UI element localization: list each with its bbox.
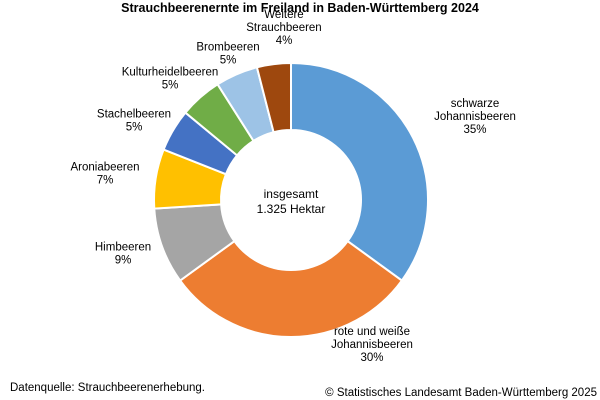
slice-percent: 5% (126, 122, 143, 134)
slice-percent: 5% (162, 80, 179, 92)
slice-label-4: Stachelbeeren 5% (97, 109, 171, 134)
slice-label-7: Weitere Strauchbeeren 4% (246, 9, 321, 47)
slice-name-line: Johannisbeeren (331, 339, 413, 351)
slice-label-1: rote und weiße Johannisbeeren 30% (331, 326, 413, 364)
slice-percent: 35% (463, 124, 486, 136)
center-label-line1: insgesamt (264, 187, 319, 201)
slice-7 (255, 61, 292, 134)
slice-label-5: Kulturheidelbeeren 5% (122, 67, 219, 92)
slice-name-line: Stachelbeeren (97, 109, 171, 121)
slice-1 (178, 239, 404, 338)
slice-percent: 4% (276, 35, 293, 47)
slice-name-line: schwarze (451, 98, 500, 110)
slice-label-2: Himbeeren 9% (95, 242, 151, 267)
center-label-line2: 1.325 Hektar (257, 202, 326, 216)
chart-title: Strauchbeerenernte im Freiland in Baden-… (121, 1, 479, 15)
slice-label-0: schwarze Johannisbeeren 35% (434, 98, 516, 136)
slice-name-line: Strauchbeeren (246, 22, 321, 34)
slice-name-line: Aroniabeeren (70, 162, 139, 174)
slice-percent: 9% (115, 255, 132, 267)
slice-name-line: Himbeeren (95, 242, 151, 254)
slice-0 (290, 61, 429, 282)
slice-name-line: Johannisbeeren (434, 111, 516, 123)
slice-labels: schwarze Johannisbeeren 35%rote und weiße J… (70, 9, 515, 364)
slice-name-line: Brombeeren (196, 42, 259, 54)
source-note: Datenquelle: Strauchbeerenerhebung. (10, 382, 205, 394)
slice-name-line: rote und weiße (334, 326, 410, 338)
slice-percent: 7% (97, 175, 114, 187)
slice-percent: 30% (360, 352, 383, 364)
slice-label-3: Aroniabeeren 7% (70, 162, 139, 187)
donut-slices (153, 61, 429, 338)
slice-percent: 5% (220, 55, 237, 67)
slice-name-line: Kulturheidelbeeren (122, 67, 219, 79)
copyright-note: © Statistisches Landesamt Baden-Württemb… (325, 387, 597, 399)
slice-name-line: Weitere (264, 9, 303, 21)
slice-label-6: Brombeeren 5% (196, 42, 259, 67)
